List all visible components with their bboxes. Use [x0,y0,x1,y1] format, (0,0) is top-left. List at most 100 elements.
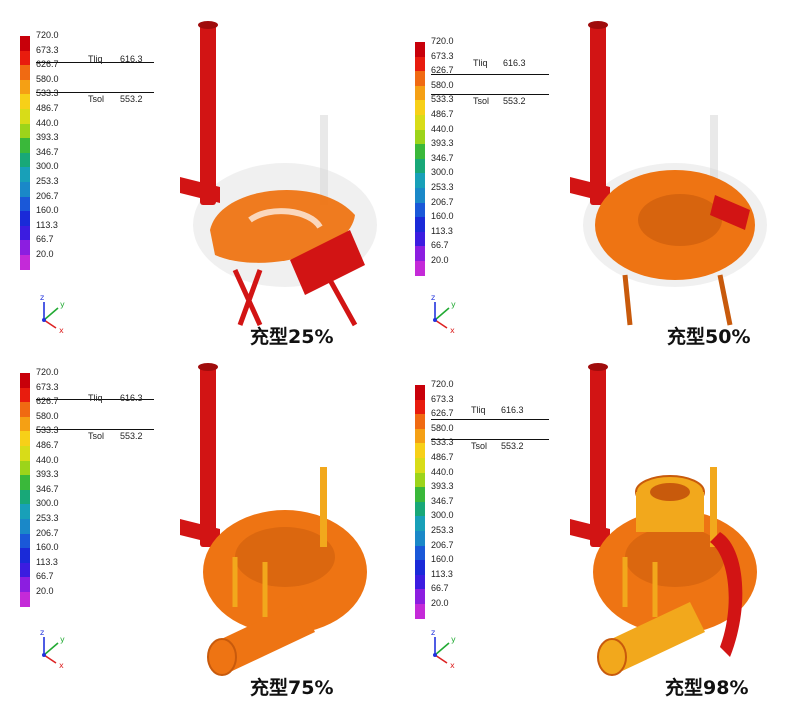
outlet-opening [207,638,237,676]
tick-label: 300.0 [36,161,59,172]
color-bar-segment [20,225,30,241]
z-axis-label: z [40,293,44,302]
axes-triad: z y x [425,627,469,671]
liquidus-line [36,62,154,63]
tick-label: 393.3 [36,469,59,480]
tick-label: 720.0 [36,30,59,40]
runner [570,519,610,545]
temperature-scale: 720.0 673.3 626.7 580.0 533.3 486.7 440.0 393.3… [395,36,555,276]
color-bar-segment [20,181,30,197]
color-bar-segment [20,94,30,109]
color-bar-segment [20,196,30,212]
riser [710,467,717,547]
color-bar-segment [20,387,30,403]
tick-label: 486.7 [36,103,59,113]
fill-caption: 充型98% [665,677,749,699]
solidus-value: 553.2 [503,96,526,106]
color-bar [415,385,425,619]
y-axis [434,642,450,656]
y-axis [43,642,59,656]
color-bar-segment [20,562,30,578]
color-bar-segment [415,231,425,247]
tick-label: 66.7 [36,571,54,582]
color-bar-segment [20,445,30,461]
color-bar-segment [415,574,425,590]
color-bar-segment [415,260,425,276]
y-axis [434,307,450,321]
y-axis [43,307,59,321]
color-bar-segment [20,50,30,66]
color-bar-segment [415,385,425,400]
color-bar-segment [415,457,425,473]
tick-label: 346.7 [36,146,59,157]
liquidus-value: 616.3 [120,54,143,64]
solidus-value: 553.2 [120,94,143,104]
liquidus-value: 616.3 [503,58,526,68]
color-bar-segment [20,254,30,270]
color-bar-segment [415,472,425,488]
solidus-label: Tsol [471,441,488,451]
tick-label: 440.0 [431,123,454,134]
tick-label: 113.3 [36,556,58,567]
panel-fill-98: 720.0 673.3 626.7 580.0 533.3 486.7 440.0 393.3… [395,355,789,705]
support-legs [232,268,358,327]
color-bar-segment [20,373,30,388]
tick-label: 673.3 [431,50,454,61]
color-bar-segment [20,504,30,519]
sprue [200,367,216,547]
color-bar-segment [20,65,30,80]
tick-label: 253.3 [431,525,454,535]
color-bar-segment [20,416,30,432]
tick-label: 113.3 [36,219,58,230]
color-bar-segment [415,443,425,458]
color-bar-segment [415,202,425,218]
liquidus-label: Tliq [88,54,103,64]
liquidus-line [431,74,549,75]
volute-core [638,194,722,246]
tick-label: 393.3 [431,481,454,492]
color-bar-segment [20,489,30,505]
color-bar-segment [415,530,425,546]
color-bar-segment [415,589,425,604]
liquidus-value: 616.3 [120,393,143,403]
vent-pins [622,557,658,617]
tick-label: 673.3 [431,393,454,404]
solidus-line [431,439,549,440]
tick-label: 300.0 [431,510,454,521]
tick-label: 720.0 [431,379,454,389]
gate [290,230,365,295]
tick-label: 486.7 [36,440,59,450]
axes-origin [42,318,46,322]
tick-label: 486.7 [431,109,454,119]
tick-label: 393.3 [431,138,454,149]
color-bar-segment [415,129,425,145]
gate [710,195,750,230]
solidus-label: Tsol [88,431,105,441]
color-bar-segment [20,167,30,182]
color-bar-segment [415,85,425,101]
tick-label: 113.3 [431,225,453,236]
x-axis [434,319,448,329]
tick-label: 300.0 [36,498,59,509]
temperature-scale: 720.0 673.3 626.7 580.0 533.3 486.7 440.0 393.3… [0,30,160,270]
color-bar-segment [415,516,425,531]
tick-label: 20.0 [431,255,449,265]
side-runner [710,532,743,657]
tick-label: 113.3 [431,568,453,579]
axes-triad-svg: z y x [40,628,65,670]
tick-label: 580.0 [36,73,59,84]
casting-model [570,21,767,326]
sprue-top [588,21,608,29]
partial-fill [210,189,355,263]
solidus-label: Tsol [473,96,490,106]
axes-origin [42,653,46,657]
color-bar-segment [415,399,425,415]
tick-label: 673.3 [36,381,59,392]
color-bar-segment [20,79,30,95]
y-axis-label: y [60,635,65,644]
tick-label: 626.7 [431,65,454,76]
color-bar-segment [415,560,425,575]
color-bar-segment [20,577,30,592]
liquidus-label: Tliq [88,393,103,403]
tick-label: 206.7 [431,539,454,550]
